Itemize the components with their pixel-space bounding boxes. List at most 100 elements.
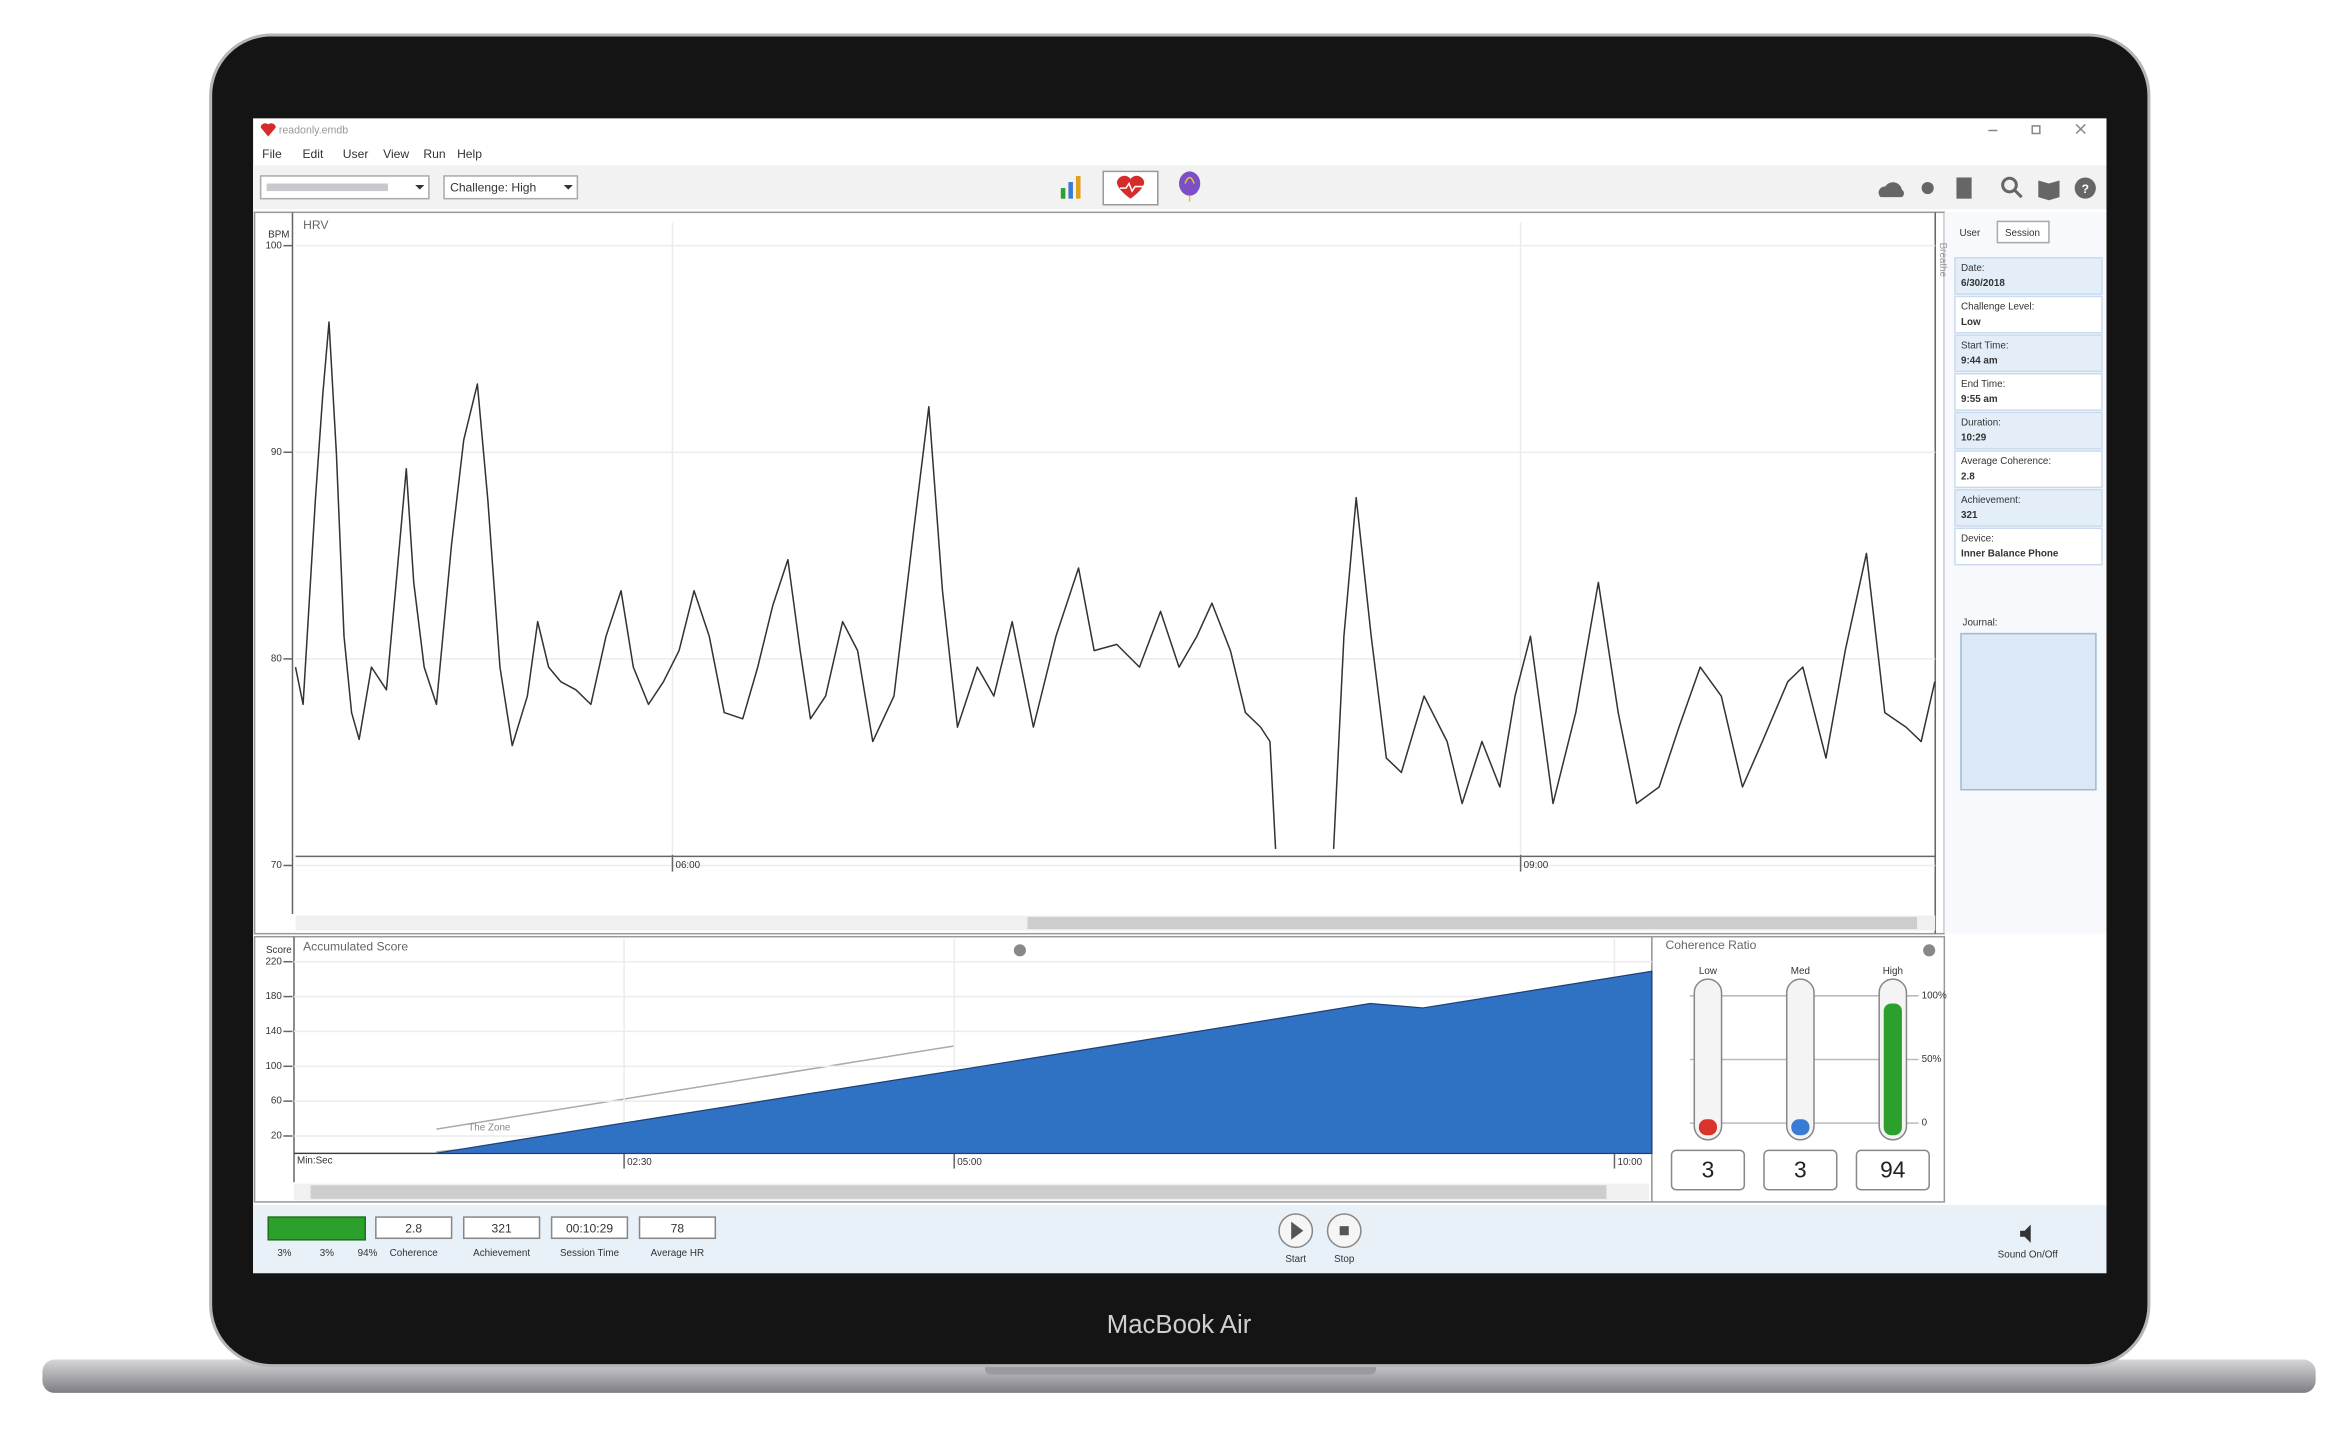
sound-button[interactable] (2020, 1224, 2031, 1243)
view-icons[interactable] (1060, 170, 1201, 206)
x-tick-label: 06:00 (675, 860, 700, 871)
score-settings[interactable] (1013, 944, 1026, 957)
value-label: 3 (1702, 1157, 1715, 1183)
y-tick-label: 50% (1922, 1054, 1942, 1065)
chart-title: HRV (303, 218, 329, 232)
x-tick-label: 10:00 (1617, 1157, 1642, 1168)
field-value: Inner Balance Phone (1961, 549, 2059, 560)
y-axis-label: BPM (268, 230, 289, 241)
session-field (1954, 295, 2103, 334)
field-value: 2.8 (1961, 471, 1975, 482)
icon-bar (1075, 175, 1081, 199)
category-label: Med (1791, 966, 1810, 977)
mix-percent: 94% (358, 1248, 378, 1259)
app-icon (260, 123, 276, 137)
coherence-mix-bar (267, 1216, 366, 1241)
control-label: Start (1285, 1254, 1306, 1265)
active-tab[interactable] (1996, 220, 2050, 244)
stop-glyph (1339, 1226, 1349, 1236)
readout-box (462, 1216, 541, 1240)
icon-bar (1060, 188, 1066, 199)
score-area (294, 970, 1653, 1155)
y-tick-label: 20 (271, 1131, 282, 1142)
dropdown-arrow (415, 185, 425, 190)
y-tick-label: 140 (265, 1026, 282, 1037)
sound-label: Sound On/Off (1998, 1250, 2058, 1261)
value-box (1763, 1149, 1838, 1191)
field-label: Device: (1961, 534, 1994, 545)
map-icon (2038, 180, 2060, 201)
y-tick-label: 80 (271, 653, 282, 664)
tab[interactable]: User (1959, 228, 1981, 239)
readout-box (638, 1216, 717, 1240)
chart-title: Coherence Ratio (1665, 938, 1756, 952)
y-tick-label: 90 (271, 447, 282, 458)
search-icon (2001, 176, 2018, 194)
cloud-icon (1878, 182, 1904, 198)
readout-label: Session Time (560, 1248, 620, 1259)
readout-value: 00:10:29 (566, 1221, 613, 1235)
coherence-settings[interactable] (1923, 944, 1936, 957)
laptop-base (42, 1359, 2316, 1393)
value-box (1855, 1149, 1930, 1191)
menu-item[interactable]: User (343, 147, 369, 161)
menu-item[interactable]: Run (423, 147, 445, 161)
readout-value: 78 (671, 1221, 685, 1235)
y-tick-label: 70 (271, 860, 282, 871)
search-handle (2012, 188, 2023, 199)
session-field (1954, 372, 2103, 411)
menu-item[interactable]: View (383, 147, 409, 161)
side-label: Breathe (1937, 243, 1948, 278)
menu-item[interactable]: File (262, 147, 282, 161)
mix-percent: 3% (320, 1248, 334, 1259)
y-tick-label: 100% (1922, 990, 1947, 1001)
y-tick-label: 220 (265, 956, 282, 967)
y-tick-label: 100 (265, 240, 282, 251)
menu-item[interactable]: Edit (302, 147, 324, 161)
field-value: 9:55 am (1961, 394, 1998, 405)
session-field (1954, 411, 2103, 450)
device-label: MacBook Air (1107, 1311, 1252, 1339)
hrv-scroll-thumb[interactable] (1027, 917, 1918, 930)
window-controls[interactable] (1988, 123, 2086, 135)
y-tick-label: 60 (271, 1096, 282, 1107)
book-icon (1956, 177, 1972, 199)
x-tick-label: 02:30 (627, 1157, 652, 1168)
readout-value: 2.8 (405, 1221, 422, 1235)
y-tick-label: 0 (1922, 1118, 1928, 1129)
control-label: Stop (1334, 1254, 1355, 1265)
chart-title: Accumulated Score (303, 940, 408, 954)
category-label: High (1883, 966, 1903, 977)
x-axis-label: Min:Sec (297, 1156, 333, 1167)
field-label: Start Time: (1961, 340, 2009, 351)
challenge-dropdown[interactable] (443, 175, 579, 200)
tube (1693, 978, 1723, 1141)
right-toolbar[interactable]: ? (1878, 176, 2096, 201)
window-title: readonly.emdb (279, 124, 348, 136)
field-label: End Time: (1961, 379, 2005, 390)
zone-label: The Zone (468, 1122, 511, 1133)
category-label: Low (1699, 966, 1718, 977)
readout-label: Coherence (390, 1248, 439, 1259)
sun-icon (1921, 182, 1934, 195)
icon-bar (1068, 182, 1073, 199)
tab[interactable]: Session (2005, 228, 2040, 239)
x-tick-label: 05:00 (957, 1157, 982, 1168)
score-scroll-thumb[interactable] (310, 1185, 1607, 1199)
field-value: Low (1961, 317, 1981, 328)
help-icon (2074, 177, 2096, 199)
dynamic-content: File Edit User View Run Help User Session Breath… (262, 147, 2103, 1265)
hrv-line (294, 321, 1936, 850)
readout-label: Achievement (473, 1248, 530, 1259)
readout-label: Average HR (651, 1248, 704, 1259)
journal-box[interactable] (1960, 632, 2097, 791)
menu-item[interactable]: Help (457, 147, 482, 161)
journal-label: Journal: (1963, 618, 1998, 629)
challenge-label: Challenge: High (450, 180, 536, 194)
field-value: 6/30/2018 (1961, 278, 2005, 289)
readout-box (550, 1216, 629, 1240)
zone-upper-line (436, 1045, 955, 1130)
tube-fill (1791, 1119, 1810, 1136)
